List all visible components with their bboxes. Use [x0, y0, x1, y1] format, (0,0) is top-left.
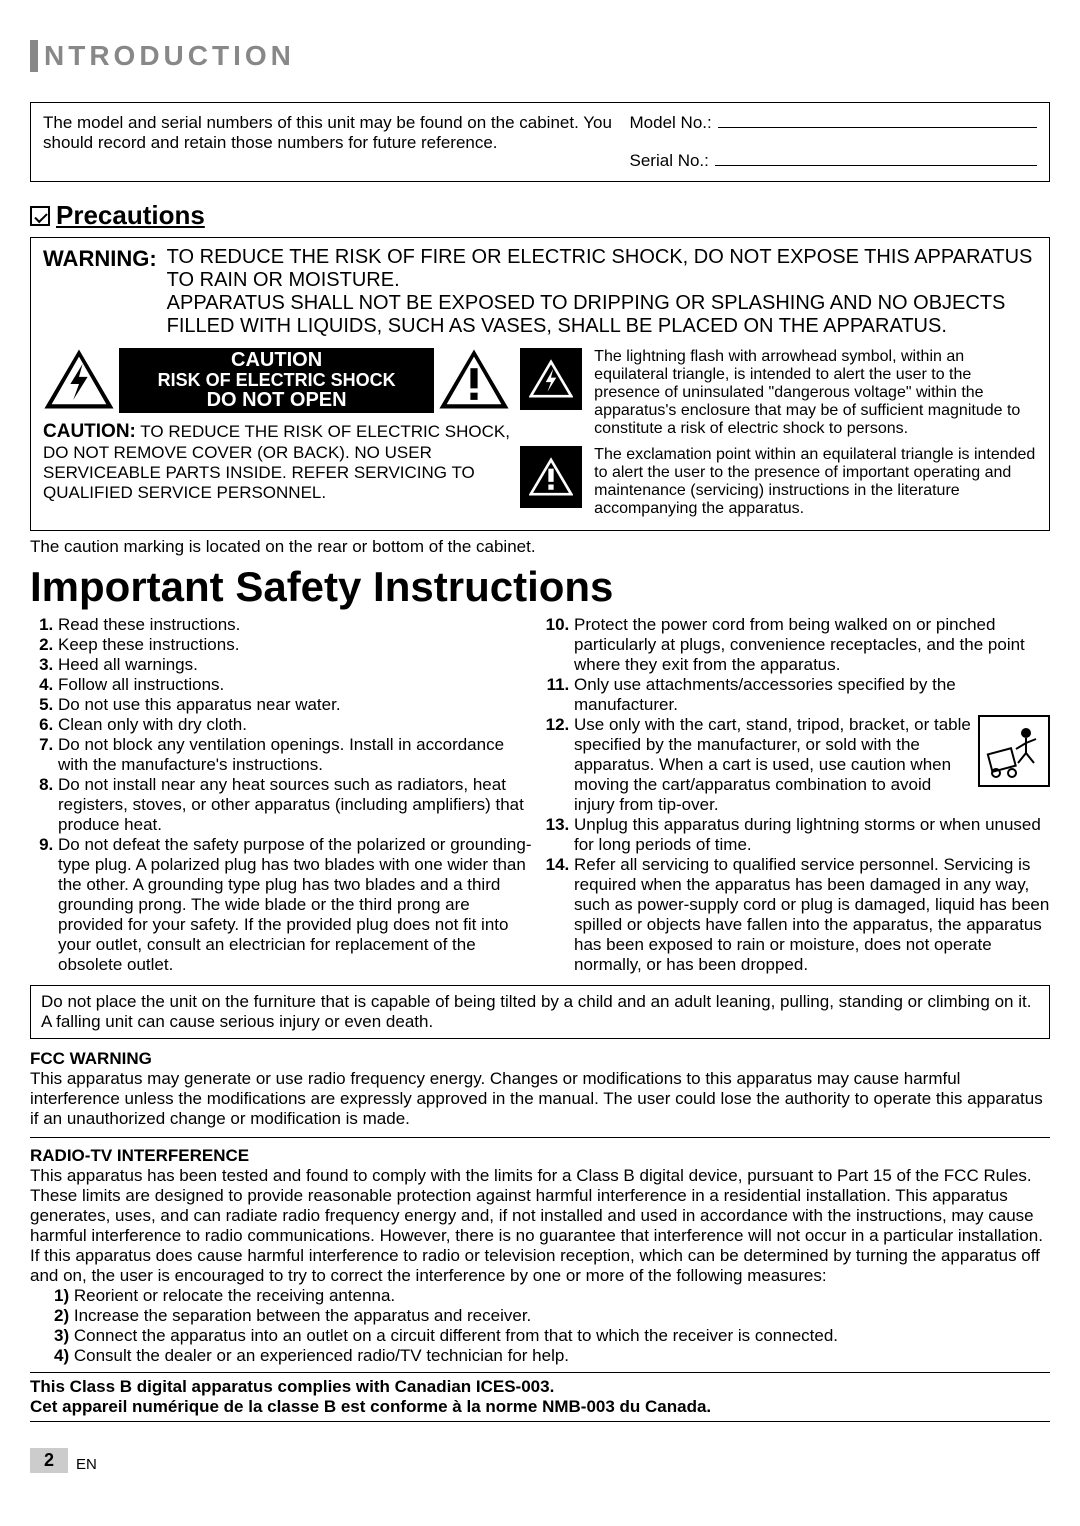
model-serial-box: The model and serial numbers of this uni… — [30, 102, 1050, 182]
measure-4: 4) Consult the dealer or an experienced … — [54, 1346, 1050, 1366]
list-item: Use only with the cart, stand, tripod, b… — [574, 715, 1050, 815]
model-note: The model and serial numbers of this uni… — [43, 113, 620, 171]
compliance-en: This Class B digital apparatus complies … — [30, 1377, 1050, 1397]
list-item: Clean only with dry cloth. — [58, 715, 534, 735]
measure-2: 2) Increase the separation between the a… — [54, 1306, 1050, 1326]
section-header: NTRODUCTION — [30, 40, 1050, 72]
model-no-label: Model No.: — [630, 113, 712, 133]
exclamation-symbol-text: The exclamation point within an equilate… — [594, 446, 1037, 518]
bolt-symbol-icon — [520, 348, 582, 410]
caution-line-2: RISK OF ELECTRIC SHOCK — [123, 371, 430, 390]
compliance-fr: Cet appareil numérique de la classe B es… — [30, 1397, 1050, 1417]
serial-no-line — [715, 165, 1037, 166]
exclamation-triangle-icon — [438, 348, 510, 410]
caution-banner: CAUTION RISK OF ELECTRIC SHOCK DO NOT OP… — [43, 348, 510, 413]
list-item: Do not use this apparatus near water. — [58, 695, 534, 715]
compliance-section: This Class B digital apparatus complies … — [30, 1372, 1050, 1422]
radio-text: This apparatus has been tested and found… — [30, 1166, 1050, 1286]
checkbox-icon — [30, 206, 50, 226]
caution-line-1: CAUTION — [123, 350, 430, 371]
caution-marking-note: The caution marking is located on the re… — [30, 537, 1050, 557]
instructions-right-column: Protect the power cord from being walked… — [546, 615, 1050, 975]
warning-text: TO REDUCE THE RISK OF FIRE OR ELECTRIC S… — [167, 246, 1037, 338]
page-footer: 2 EN — [30, 1448, 1050, 1473]
safety-instructions-title: Important Safety Instructions — [30, 563, 1050, 611]
cart-tip-icon — [978, 715, 1050, 787]
list-item: Refer all servicing to qualified service… — [574, 855, 1050, 975]
model-no-line — [718, 127, 1037, 128]
list-item: Unplug this apparatus during lightning s… — [574, 815, 1050, 855]
list-item: Follow all instructions. — [58, 675, 534, 695]
list-item: Do not install near any heat sources suc… — [58, 775, 534, 835]
page-number: 2 — [30, 1448, 68, 1473]
warning-line-1: TO REDUCE THE RISK OF FIRE OR ELECTRIC S… — [167, 246, 1037, 292]
warning-line-2: APPARATUS SHALL NOT BE EXPOSED TO DRIPPI… — [167, 292, 1037, 338]
measure-1: 1) Reorient or relocate the receiving an… — [54, 1286, 1050, 1306]
radio-tv-section: RADIO-TV INTERFERENCE This apparatus has… — [30, 1146, 1050, 1366]
bolt-symbol-text: The lightning flash with arrowhead symbo… — [594, 348, 1037, 438]
list-item: Do not defeat the safety purpose of the … — [58, 835, 534, 975]
fcc-title: FCC WARNING — [30, 1049, 1050, 1069]
warning-label: WARNING: — [43, 246, 157, 338]
exclamation-symbol-icon — [520, 446, 582, 508]
list-item: Read these instructions. — [58, 615, 534, 635]
instructions-left-column: Read these instructions. Keep these inst… — [30, 615, 534, 975]
footer-lang: EN — [76, 1456, 97, 1473]
serial-no-label: Serial No.: — [630, 151, 709, 171]
fcc-warning-section: FCC WARNING This apparatus may generate … — [30, 1049, 1050, 1138]
caution-para-label: CAUTION: — [43, 421, 136, 442]
list-item: Do not block any ventilation openings. I… — [58, 735, 534, 775]
list-item: Protect the power cord from being walked… — [574, 615, 1050, 675]
caution-line-3: DO NOT OPEN — [123, 390, 430, 411]
bolt-triangle-icon — [43, 348, 115, 410]
list-item: Keep these instructions. — [58, 635, 534, 655]
cart-text: Use only with the cart, stand, tripod, b… — [574, 715, 972, 815]
fcc-text: This apparatus may generate or use radio… — [30, 1069, 1050, 1129]
precautions-heading: Precautions — [30, 200, 1050, 231]
list-item: Only use attachments/accessories specifi… — [574, 675, 1050, 715]
measure-3: 3) Connect the apparatus into an outlet … — [54, 1326, 1050, 1346]
caution-paragraph: CAUTION: TO REDUCE THE RISK OF ELECTRIC … — [43, 421, 510, 503]
warning-box: WARNING: TO REDUCE THE RISK OF FIRE OR E… — [30, 237, 1050, 531]
precautions-label: Precautions — [56, 200, 205, 231]
furniture-note-box: Do not place the unit on the furniture t… — [30, 985, 1050, 1039]
list-item: Heed all warnings. — [58, 655, 534, 675]
radio-title: RADIO-TV INTERFERENCE — [30, 1146, 1050, 1166]
